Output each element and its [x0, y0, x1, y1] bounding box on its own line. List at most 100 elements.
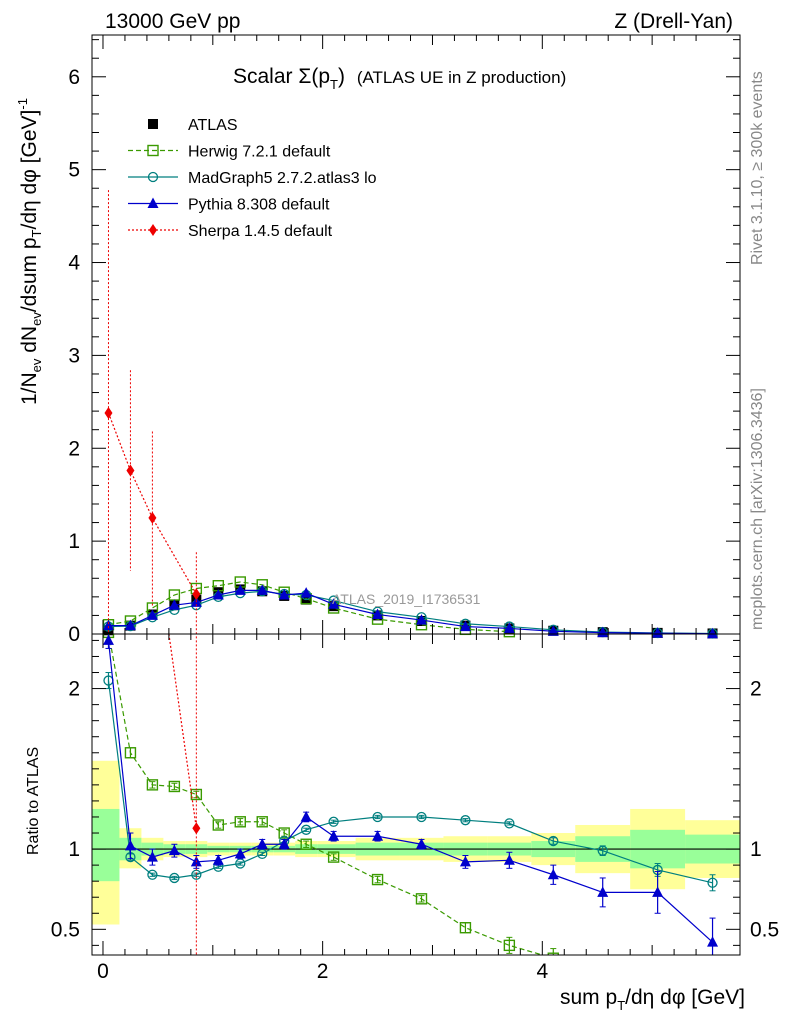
ratio-point-madgraph [328, 816, 339, 827]
ratio-point-sherpa [192, 822, 201, 835]
ratio-xtick-label: 2 [317, 960, 329, 983]
main-ytick-label: 6 [68, 66, 80, 89]
main-ytick-label: 0 [68, 623, 80, 646]
legend-marker-sherpa [149, 224, 157, 236]
main-point-pythia [124, 619, 136, 631]
main-ytick-label: 5 [68, 159, 80, 182]
ratio-point-pythia [212, 854, 224, 865]
ratio-plot-frame [91, 633, 741, 956]
ylabel-part-a: 1/N [18, 372, 41, 405]
main-title-extra: (ATLAS UE in Z production) [357, 68, 566, 87]
ratio-point-pythia [300, 810, 312, 822]
ratio-point-herwig [503, 939, 516, 952]
legend-marker-pythia [147, 197, 159, 208]
legend-item-atlas: ATLAS [148, 117, 238, 134]
ratio-point-herwig [168, 780, 181, 793]
ratio-point-pythia [597, 886, 609, 897]
ratio-point-pythia [459, 855, 471, 867]
analysis-watermark: ATLAS_2019_I1736531 [332, 591, 481, 607]
main-ytick-label: 3 [68, 344, 80, 367]
main-ytick-label: 2 [68, 437, 80, 460]
ratio-point-herwig [278, 827, 290, 839]
ylabel-part-e: /dsum p [18, 237, 41, 312]
main-point-pythia [707, 627, 719, 639]
ratio-xtick-label: 4 [536, 960, 548, 983]
ylabel-part-c: dN [18, 326, 41, 359]
legend-label-pythia: Pythia 8.308 default [188, 197, 330, 214]
ratio-point-pythia [547, 868, 559, 880]
ratio-point-pythia [168, 844, 180, 856]
ratio-point-madgraph [416, 811, 427, 823]
ratio-xtick-label: 0 [97, 960, 109, 983]
ratio-point-pythia [503, 854, 515, 865]
ratio-ylabel: Ratio to ATLAS [25, 747, 42, 855]
ratio-ytick-label: 0.5 [51, 918, 80, 941]
ratio-line-herwig [108, 634, 545, 955]
main-title-sub: T [330, 77, 338, 92]
main-point-pythia [278, 588, 290, 600]
ratio-point-herwig [327, 851, 340, 863]
main-point-sherpa [148, 511, 157, 524]
ylabel-part-b: ev [29, 358, 44, 372]
xlabel-part-a: sum p [560, 986, 617, 1009]
ratio-ytick-label-right: 1 [750, 838, 762, 861]
ratio-point-herwig [256, 816, 268, 828]
legend-item-herwig: Herwig 7.2.1 default [128, 144, 331, 161]
main-title-close: ) [338, 65, 345, 88]
header-right: Z (Drell-Yan) [614, 10, 733, 33]
mcplots-label: mcplots.cern.ch [arXiv:1306.3436] [749, 388, 766, 630]
main-point-pythia [102, 619, 114, 631]
ratio-point-herwig [459, 922, 472, 934]
main-point-sherpa [126, 464, 135, 477]
ratio-point-herwig [415, 893, 428, 905]
ylabel-part-h: -1 [15, 98, 30, 110]
main-point-pythia [372, 608, 384, 619]
legend: ATLAS Herwig 7.2.1 default MadGraph5 2.7.2… [128, 117, 377, 240]
ratio-point-pythia [328, 830, 340, 841]
ratio-point-madgraph [301, 824, 312, 835]
ylabel-part-f: T [29, 229, 44, 237]
ratio-point-herwig [547, 952, 559, 955]
legend-item-sherpa: Sherpa 1.4.5 default [128, 223, 333, 240]
main-series-pythia [102, 584, 719, 639]
main-point-pythia [503, 622, 515, 633]
ratio-point-pythia [124, 839, 136, 851]
legend-item-madgraph: MadGraph5 2.7.2.atlas3 lo [128, 170, 377, 187]
xlabel-part-c: /dη dφ [GeV] [625, 986, 745, 1009]
main-point-pythia [256, 584, 268, 595]
ratio-point-madgraph [169, 872, 180, 884]
ratio-point-madgraph [548, 835, 559, 847]
ratio-point-herwig [234, 816, 246, 828]
legend-label-sherpa: Sherpa 1.4.5 default [188, 223, 333, 240]
ratio-point-madgraph [460, 815, 471, 826]
header-left: 13000 GeV pp [105, 10, 240, 33]
ratio-point-herwig [371, 873, 384, 886]
ylabel-part-d: ev [29, 312, 44, 326]
ratio-band-green [92, 808, 120, 882]
ratio-series-herwig [102, 634, 559, 955]
ratio-point-madgraph [707, 877, 718, 888]
ratio-ytick-label: 2 [68, 678, 80, 701]
legend-marker-herwig [147, 144, 159, 157]
main-point-pythia [212, 588, 224, 600]
xlabel-part-b: T [617, 998, 625, 1013]
ratio-series-pythia [102, 634, 719, 955]
main-ylabel: 1/Nev dNev/dsum pT/dη dφ [GeV]-1 [15, 98, 44, 405]
ratio-point-pythia [146, 851, 158, 862]
main-title: Scalar Σ(pT) (ATLAS UE in Z production) [233, 65, 566, 92]
main-point-sherpa [192, 588, 201, 601]
ratio-ytick-label: 1 [68, 838, 80, 861]
ratio-point-herwig [212, 819, 225, 831]
ratio-point-herwig [124, 747, 137, 759]
ratio-point-pythia [234, 847, 246, 859]
ratio-point-herwig [146, 779, 159, 791]
main-ytick-label: 4 [68, 252, 80, 275]
main-series-sherpa [104, 190, 201, 634]
main-point-pythia [547, 625, 559, 636]
main-point-pythia [459, 620, 471, 632]
ratio-line-sherpa [168, 634, 197, 829]
main-point-pythia [146, 609, 158, 620]
ratio-ytick-label-right: 0.5 [750, 918, 779, 941]
main-point-sherpa [104, 406, 113, 419]
